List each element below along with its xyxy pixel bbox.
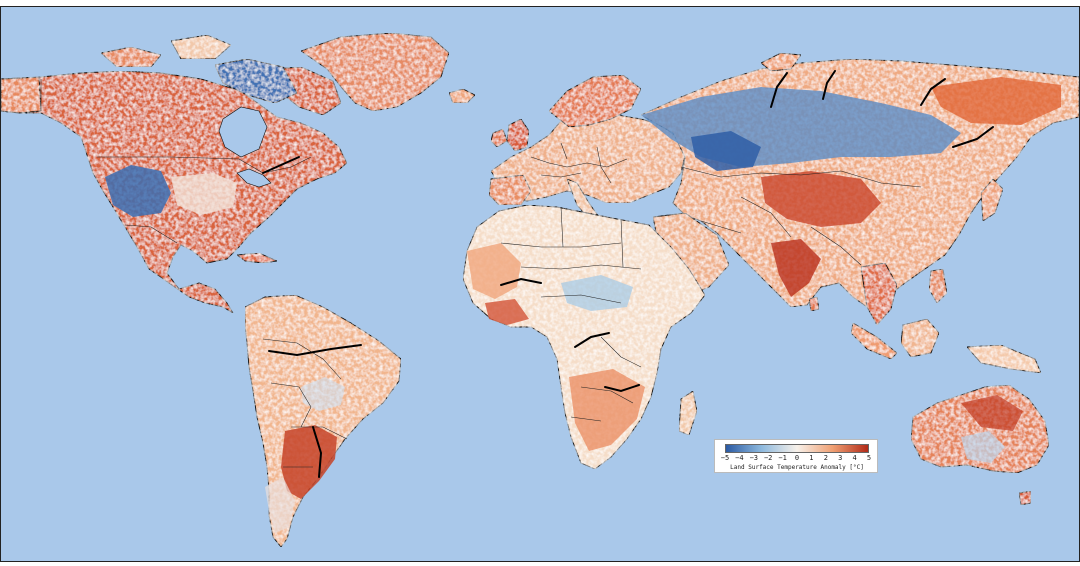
alaska [1,76,42,114]
river-ob [770,72,788,108]
river-zambezi [604,384,640,393]
colorbar-tick: −1 [778,454,787,462]
colorbar-tick: 3 [838,454,843,462]
river-lena [920,78,946,106]
river-niger [500,277,542,286]
colorbar-tick: 0 [794,454,800,462]
river-amazon [268,344,362,357]
river-amur [952,126,994,148]
colorbar-label: Land Surface Temperature Anomaly [°C] [730,464,864,471]
ellesmere-island [214,58,298,104]
colorbar-tick: −4 [735,454,744,462]
north-america [1,34,348,314]
cool-anomaly-australia [961,431,1005,463]
neutral-anomaly-andes [265,477,295,533]
great-britain [506,118,530,152]
novaya-zemlya [760,52,802,72]
europe-borders [530,142,628,184]
greenland [300,32,450,112]
river-congo [574,332,610,348]
cold-anomaly-rockies [105,165,171,217]
warm-anomaly-australia [961,395,1023,431]
colorbar-legend: −5 −4 −3 −2 −1 0 1 2 3 4 5 Land Surface … [714,439,878,473]
ireland [490,128,508,148]
warm-anomaly-tibet [761,171,881,227]
africa [462,204,706,470]
africa-borders [500,206,642,422]
colorbar-tick: −2 [763,454,773,462]
australia [910,384,1050,506]
colorbar-ticks: −5 −4 −3 −2 −1 0 1 2 3 4 5 [721,454,872,464]
south-america [244,294,402,548]
scandinavia [548,74,642,128]
colorbar-tick: −3 [749,454,759,462]
arctic-islands-2 [170,34,232,60]
us-mexico-border [124,224,178,244]
south-america-borders [262,338,348,468]
warm-anomaly-northeast [931,77,1061,125]
sumatra [850,322,898,360]
neutral-anomaly-plains [171,173,237,215]
borneo [900,318,940,358]
colorbar-tick: 5 [866,454,872,462]
north-america-landmass [1,70,348,314]
world-map: −5 −4 −3 −2 −1 0 1 2 3 4 5 Land Surface … [0,6,1080,562]
hudson-bay [218,106,268,158]
sri-lanka [808,296,820,312]
madagascar [678,390,698,436]
new-guinea [966,344,1042,374]
warm-anomaly-pampas [281,425,337,499]
europe [488,74,686,220]
japan [980,178,1004,222]
colorbar-tick: 4 [852,454,857,462]
africa-landmass [462,204,706,470]
iberia [488,174,532,206]
asia [640,52,1079,374]
strong-cold-anomaly-kazakhstan [691,131,761,171]
south-america-landmass [244,294,402,548]
great-lakes [236,168,272,188]
us-canada-border [97,156,312,174]
philippines [928,268,948,304]
river-st-lawrence [262,156,300,174]
asia-borders [680,166,922,266]
colorbar-tick: 1 [809,454,814,462]
map-canvas [1,32,1079,548]
river-yenisei [822,70,836,100]
iceland [448,88,476,104]
arctic-islands-1 [100,46,162,68]
cool-anomaly-amazon [301,377,345,411]
cuba [235,252,279,264]
warm-anomaly-sahel-west [467,243,521,299]
colorbar [725,444,869,453]
tasmania [1018,490,1032,506]
colorbar-tick: 2 [823,454,828,462]
southeast-asia [860,262,898,326]
colorbar-tick: −5 [720,454,730,462]
river-parana [312,426,323,478]
warm-anomaly-west-coast [485,299,529,325]
warm-anomaly-india [771,239,821,297]
